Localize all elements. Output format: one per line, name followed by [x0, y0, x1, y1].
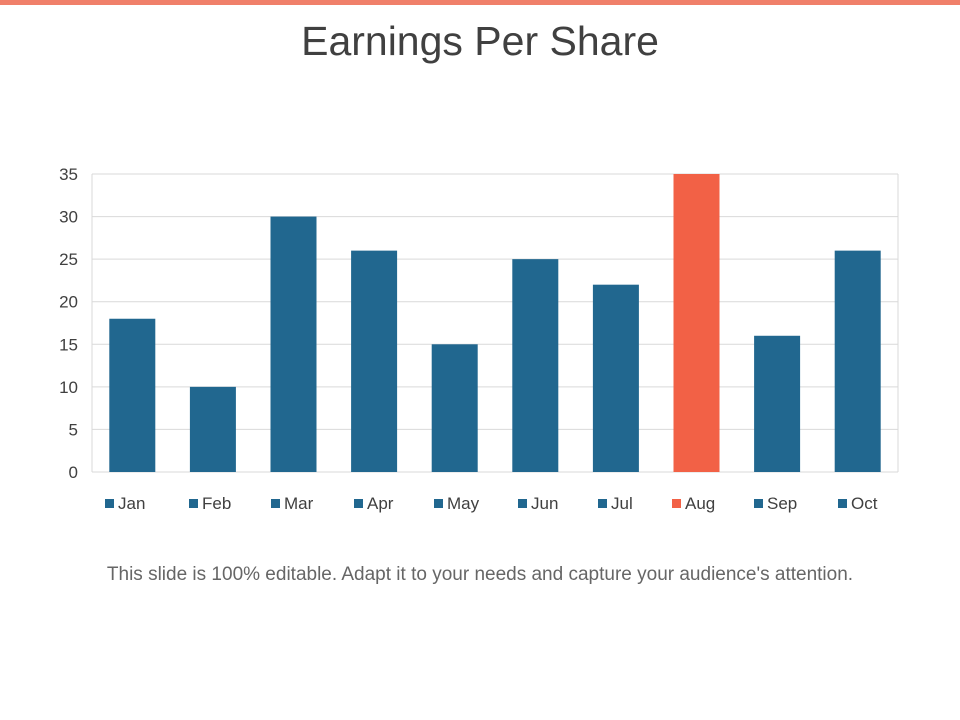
legend: Jan Feb Mar Apr May Jun Jul Aug Sep Oct: [105, 494, 878, 513]
bar-may: [431, 344, 478, 472]
legend-swatch-may: [434, 499, 443, 508]
legend-label-aug: Aug: [685, 494, 715, 513]
y-tick-label: 35: [59, 165, 78, 184]
legend-swatch-mar: [271, 499, 280, 508]
legend-label-jan: Jan: [118, 494, 145, 513]
bar-jul: [592, 284, 639, 472]
legend-label-feb: Feb: [202, 494, 231, 513]
legend-swatch-jan: [105, 499, 114, 508]
legend-swatch-oct: [838, 499, 847, 508]
legend-label-mar: Mar: [284, 494, 314, 513]
legend-label-jun: Jun: [531, 494, 558, 513]
bar-sep: [754, 335, 801, 472]
legend-label-jul: Jul: [611, 494, 633, 513]
bar-apr: [351, 250, 398, 472]
slide-title: Earnings Per Share: [301, 18, 659, 64]
legend-label-may: May: [447, 494, 480, 513]
bar-chart: 0 5 10 15 20 25 30 35 Jan Feb Mar Apr May Jun Jul Aug S…: [59, 165, 899, 513]
bar-feb: [189, 386, 236, 472]
y-axis-ticks: 0 5 10 15 20 25 30 35: [59, 165, 78, 482]
bars: [109, 174, 881, 472]
bar-aug: [673, 174, 720, 472]
bar-mar: [270, 216, 317, 472]
y-tick-label: 20: [59, 293, 78, 312]
legend-label-apr: Apr: [367, 494, 394, 513]
y-tick-label: 10: [59, 378, 78, 397]
slide-caption: This slide is 100% editable. Adapt it to…: [106, 564, 854, 585]
top-accent-bar: [0, 0, 960, 5]
legend-swatch-apr: [354, 499, 363, 508]
bar-oct: [834, 250, 881, 472]
legend-swatch-jun: [518, 499, 527, 508]
legend-swatch-feb: [189, 499, 198, 508]
legend-swatch-sep: [754, 499, 763, 508]
legend-swatch-jul: [598, 499, 607, 508]
y-tick-label: 5: [69, 420, 78, 439]
legend-label-oct: Oct: [851, 494, 878, 513]
legend-label-sep: Sep: [767, 494, 797, 513]
y-tick-label: 0: [69, 463, 78, 482]
y-tick-label: 15: [59, 335, 78, 354]
legend-swatch-aug: [672, 499, 681, 508]
bar-jan: [109, 318, 156, 472]
y-tick-label: 25: [59, 250, 78, 269]
bar-jun: [512, 259, 559, 472]
y-tick-label: 30: [59, 208, 78, 227]
